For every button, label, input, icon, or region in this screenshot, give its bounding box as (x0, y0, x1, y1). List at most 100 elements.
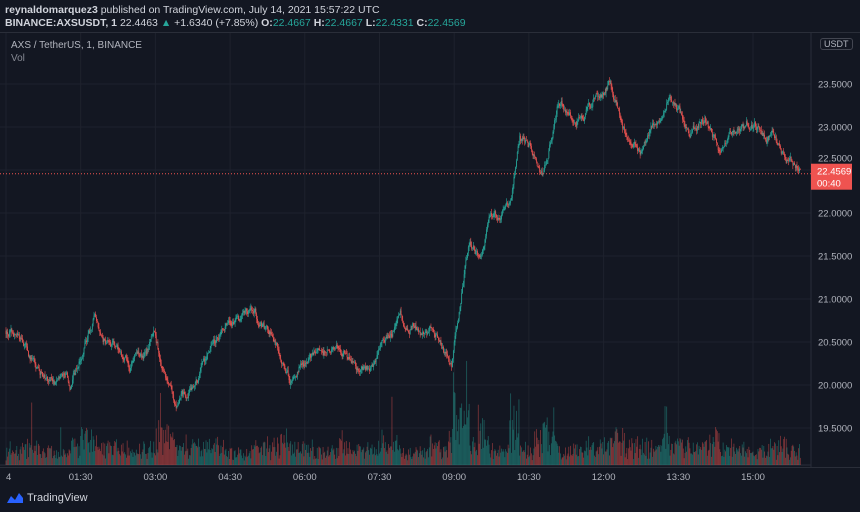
volume-bar (658, 446, 660, 465)
candle-body (301, 363, 302, 366)
volume-bar (263, 441, 265, 465)
candle-body (229, 321, 231, 323)
volume-bar (739, 446, 741, 465)
chart-area[interactable]: 23.5000 23.0000 22.5000 22.0000 21.5000 21.00… (0, 32, 860, 483)
volume-bar (76, 443, 78, 465)
volume-bar (465, 424, 467, 465)
candle-body (482, 249, 483, 255)
volume-bar (111, 454, 113, 465)
candle-body (208, 352, 209, 354)
volume-bar (257, 447, 259, 465)
volume-bar (310, 448, 312, 465)
candle-body (765, 139, 767, 143)
volume-bar (201, 449, 203, 465)
candle-body (363, 367, 365, 370)
volume-bar (264, 442, 266, 465)
volume-bar (214, 451, 216, 465)
candle-body (465, 260, 467, 266)
candle-body (329, 350, 331, 353)
volume-bar (206, 452, 208, 465)
candle-body (764, 134, 766, 138)
volume-bar (313, 459, 315, 465)
volume-bar (233, 451, 235, 465)
volume-bar (316, 458, 317, 465)
candle-body (89, 330, 91, 332)
author[interactable]: reynaldomarquez3 (5, 4, 98, 16)
candle-body (789, 156, 791, 159)
volume-bar (622, 427, 624, 465)
candle-body (179, 397, 181, 399)
volume-bar (364, 458, 365, 465)
volume-bar (584, 450, 585, 465)
volume-bar (749, 449, 751, 465)
volume-bar (169, 433, 171, 465)
volume-bar (132, 456, 134, 465)
volume-bar (375, 449, 377, 465)
volume-bar (50, 448, 52, 465)
volume-bar (36, 440, 38, 465)
candle-body (349, 357, 351, 360)
volume-bar (43, 451, 45, 465)
volume-bar (665, 448, 667, 465)
volume-bar (556, 443, 558, 465)
volume-bar (42, 451, 43, 465)
candle-body (80, 360, 82, 362)
candle-body (228, 320, 229, 324)
volume-bar (728, 447, 730, 465)
volume-bar (641, 455, 643, 465)
candlestick-chart[interactable]: 23.500023.000022.500022.000021.500021.00… (0, 33, 860, 493)
volume-bar (593, 442, 595, 465)
volume-bar (77, 458, 79, 465)
volume-bar (369, 454, 370, 465)
volume-bar (186, 450, 188, 465)
volume-bar (252, 449, 253, 465)
volume-bar (373, 453, 375, 465)
candle-body (332, 347, 334, 349)
volume-bar (764, 451, 766, 465)
candle-body (570, 115, 572, 119)
candle-body (629, 141, 631, 142)
volume-bar (432, 443, 434, 465)
volume-bar (311, 450, 312, 465)
candle-body (442, 346, 443, 349)
volume-bar (227, 457, 229, 465)
candle-body (609, 81, 610, 82)
candle-body (490, 213, 492, 217)
volume-bar (406, 455, 408, 465)
volume-bar (161, 427, 163, 465)
candle-body (134, 354, 136, 359)
volume-bar (579, 446, 581, 465)
volume-bar (207, 442, 209, 465)
volume-bar (713, 441, 715, 465)
volume-bar (51, 445, 53, 465)
candle-body (462, 286, 463, 293)
candle-body (577, 121, 579, 122)
candle-body (522, 137, 524, 141)
candle-body (694, 128, 696, 129)
candle-body (261, 322, 263, 327)
volume-bar (574, 448, 575, 465)
candle-body (613, 99, 615, 100)
candle-body (616, 100, 618, 106)
candle-body (706, 122, 707, 124)
candle-body (633, 143, 634, 148)
candle-body (767, 136, 769, 141)
candle-body (82, 354, 84, 359)
volume-bar (208, 449, 209, 465)
volume-bar (526, 454, 528, 465)
volume-bar (501, 448, 502, 465)
currency-button[interactable]: USDT (820, 38, 853, 50)
volume-bar (498, 456, 500, 465)
volume-bar (573, 443, 575, 465)
candle-body (743, 126, 745, 128)
volume-bar (139, 443, 141, 465)
candle-body (40, 371, 42, 375)
volume-bar (782, 448, 784, 465)
candle-body (266, 325, 268, 327)
volume-bar (457, 431, 458, 465)
candle-body (452, 358, 453, 367)
volume-bar (180, 450, 182, 465)
candle-body (398, 315, 399, 318)
candle-body (747, 124, 749, 127)
candle-body (715, 137, 717, 139)
